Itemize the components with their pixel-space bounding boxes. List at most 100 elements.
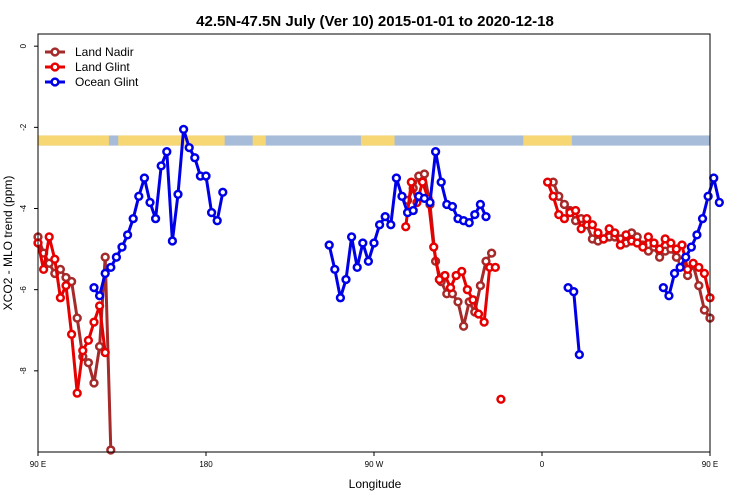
x-tick-label: 180: [199, 460, 213, 469]
land-band-segment: [252, 135, 266, 146]
data-point: [677, 240, 687, 250]
y-axis: 0 -2 -4 -6 -8: [19, 43, 38, 374]
data-point: [429, 242, 439, 252]
data-point: [440, 270, 450, 281]
data-point: [83, 335, 94, 346]
data-point: [100, 268, 110, 279]
data-point: [714, 197, 724, 208]
series-ocean-glint: [89, 124, 724, 360]
data-point: [654, 252, 665, 262]
land-band-segment: [360, 135, 395, 146]
data-point: [44, 232, 54, 242]
data-point: [649, 238, 659, 248]
data-point: [475, 199, 486, 210]
data-point: [61, 280, 71, 291]
series-layer: [33, 124, 724, 455]
data-point: [462, 285, 472, 295]
data-point: [72, 388, 82, 398]
data-point: [692, 230, 702, 240]
data-point: [117, 242, 127, 252]
data-point: [542, 177, 553, 187]
data-point: [380, 211, 390, 222]
data-point: [457, 266, 467, 277]
legend-marker: [50, 47, 60, 57]
data-point: [134, 191, 144, 201]
x-tick-label: 90 E: [702, 460, 718, 469]
data-point: [615, 240, 626, 250]
data-point: [330, 264, 340, 275]
data-point: [682, 264, 693, 275]
data-point: [709, 173, 719, 183]
legend-label: Land Glint: [75, 60, 130, 74]
x-axis: 90 E 180 90 W 0 90 E: [30, 452, 718, 469]
data-point: [574, 349, 584, 360]
data-point: [417, 177, 428, 187]
data-point: [570, 205, 581, 216]
data-point: [686, 242, 696, 252]
data-point: [468, 295, 478, 305]
data-point: [66, 329, 77, 339]
data-point: [610, 228, 620, 238]
land-mask-band: [38, 135, 710, 146]
data-point: [669, 268, 680, 279]
data-point: [481, 211, 491, 222]
land-band-segment: [523, 135, 572, 146]
data-point: [111, 252, 122, 262]
data-point: [100, 347, 110, 358]
data-point: [391, 173, 402, 183]
data-point: [358, 238, 368, 248]
data-point: [475, 280, 486, 291]
data-point: [363, 256, 374, 266]
data-point: [406, 177, 416, 187]
data-point: [425, 197, 435, 208]
data-point: [470, 209, 480, 220]
x-axis-label: Longitude: [349, 477, 402, 491]
data-point: [89, 378, 99, 388]
data-point: [681, 252, 691, 262]
x-tick-label: 90 W: [365, 460, 384, 469]
data-point: [697, 214, 708, 224]
data-point: [559, 199, 570, 210]
data-point: [139, 173, 150, 183]
data-point: [352, 262, 362, 272]
data-point: [50, 254, 60, 264]
data-point: [430, 147, 441, 157]
data-point: [83, 358, 94, 368]
data-point: [548, 191, 558, 201]
data-point: [374, 220, 385, 230]
data-point: [341, 274, 351, 285]
data-point: [458, 321, 469, 331]
data-point: [436, 177, 446, 187]
data-point: [593, 228, 603, 238]
data-point: [576, 224, 586, 234]
data-point: [38, 264, 49, 275]
data-point: [89, 282, 99, 293]
data-point: [397, 191, 407, 201]
data-point: [703, 191, 713, 201]
data-point: [369, 238, 379, 248]
data-point: [162, 147, 172, 157]
legend-marker: [50, 62, 60, 72]
data-point: [346, 232, 357, 242]
data-point: [638, 242, 648, 252]
data-point: [55, 293, 66, 303]
data-point: [94, 301, 105, 311]
data-point: [694, 280, 704, 291]
y-tick-label: -4: [19, 204, 28, 212]
data-point: [324, 240, 334, 250]
data-point: [598, 234, 609, 244]
x-tick-label: 0: [540, 460, 545, 469]
chart-title: 42.5N-47.5N July (Ver 10) 2015-01-01 to …: [196, 13, 554, 30]
data-point: [453, 297, 463, 307]
y-tick-label: -6: [19, 286, 28, 294]
data-point: [167, 236, 178, 246]
data-point: [178, 124, 189, 135]
y-tick-label: 0: [19, 43, 28, 48]
y-tick-label: -8: [19, 367, 28, 375]
data-point: [666, 238, 676, 248]
data-point: [486, 248, 497, 258]
y-axis-label: XCO2 - MLO trend (ppm): [1, 176, 15, 311]
data-point: [173, 189, 183, 199]
data-point: [654, 244, 665, 254]
